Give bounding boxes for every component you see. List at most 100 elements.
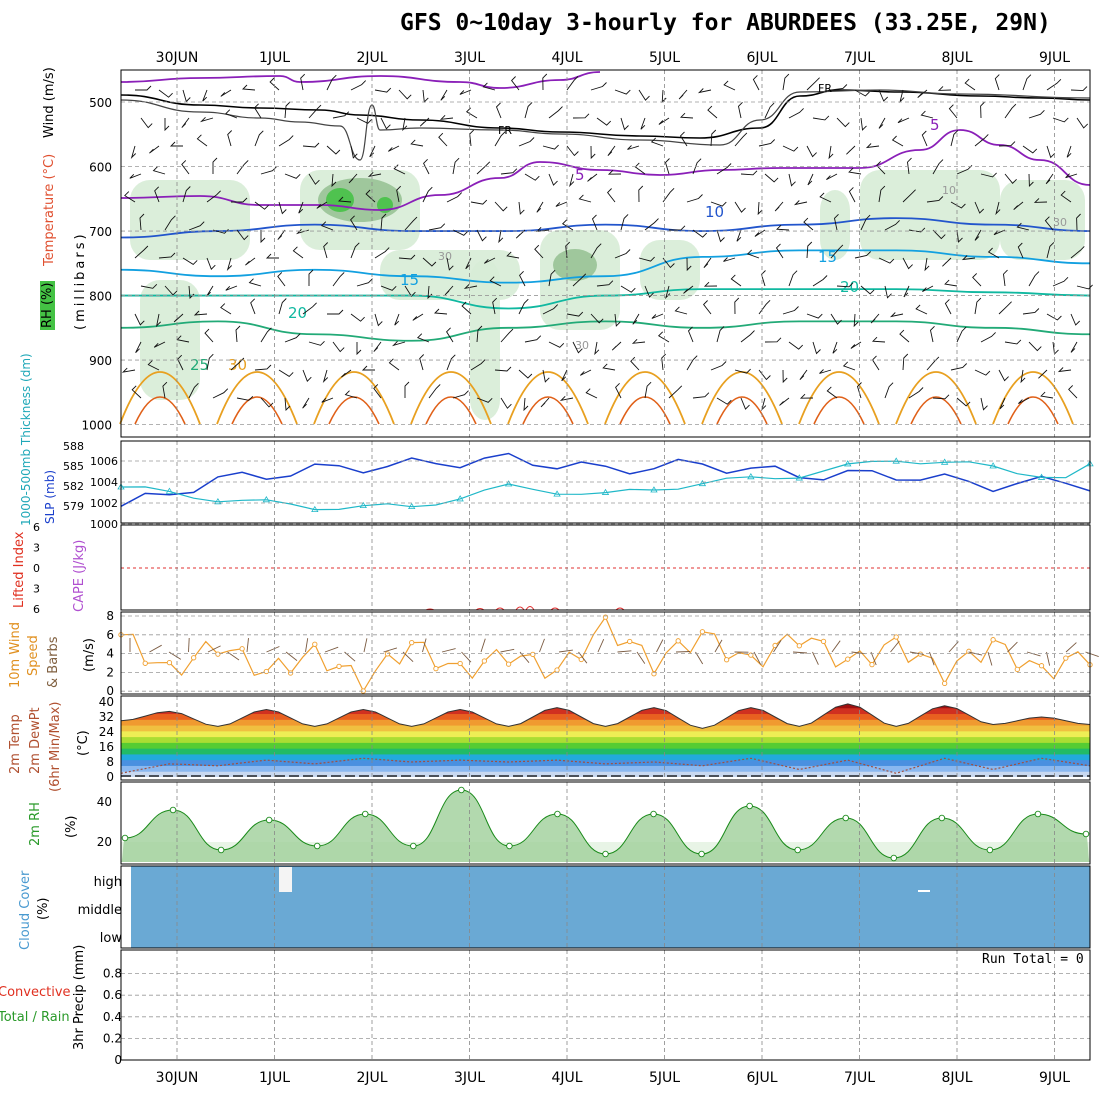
wind-barb xyxy=(803,217,814,231)
wind10-axis-title-c: & Barbs xyxy=(46,636,61,688)
pressure-tick-label: 1000 xyxy=(81,419,112,433)
wind-barb xyxy=(679,131,688,147)
wind10-barb xyxy=(305,638,309,653)
wind-barb xyxy=(590,313,604,324)
wind-barb xyxy=(1017,242,1024,259)
wind-barb xyxy=(819,192,832,203)
rh-shade-4 xyxy=(640,240,700,300)
wind-barb xyxy=(332,111,350,119)
wind-barb xyxy=(149,145,160,154)
wind-barb xyxy=(1028,109,1045,119)
wind-barb xyxy=(871,336,886,343)
precip-tick-label: 0 xyxy=(114,1053,122,1067)
wind-barb xyxy=(1068,385,1078,399)
wind-barb xyxy=(260,397,274,408)
wind-barb xyxy=(129,173,142,179)
wind-barb xyxy=(915,304,928,315)
wind-barb xyxy=(254,364,272,371)
contour-label-4: 10 xyxy=(705,203,724,221)
wind-barb xyxy=(341,369,352,378)
wind-barb xyxy=(661,353,667,371)
wind-barb xyxy=(402,117,408,132)
rh2m-marker xyxy=(265,816,273,824)
wind-barb xyxy=(308,269,314,286)
precip-panel xyxy=(121,950,1090,1060)
wind-barb xyxy=(446,327,454,343)
wind10-marker xyxy=(142,660,148,666)
wind10-barb xyxy=(597,639,605,653)
wind-barb xyxy=(206,285,214,297)
rh-shade-0 xyxy=(130,180,250,260)
date-label-bottom: 2JUL xyxy=(356,1070,387,1086)
wind-contour-5 xyxy=(120,129,1091,211)
wind-barb xyxy=(620,214,629,231)
wind10-tick-label: 0 xyxy=(106,684,114,698)
wind-barb xyxy=(492,297,498,315)
wind-barb xyxy=(806,77,820,91)
wind-barb xyxy=(980,101,985,119)
wind-barb xyxy=(188,382,199,399)
wind-barb xyxy=(782,369,788,384)
wind-barb xyxy=(950,363,968,371)
wind-barb xyxy=(1020,369,1026,384)
wind-barb xyxy=(367,171,382,178)
rh2m-marker xyxy=(698,850,705,858)
wind-barb xyxy=(974,134,989,147)
cape-panel xyxy=(121,525,1090,610)
wind10-marker xyxy=(723,657,730,663)
pressure-tick-label: 500 xyxy=(89,96,112,110)
lifted-index-mark xyxy=(495,607,505,611)
wind-barb xyxy=(788,173,796,187)
wind-barb xyxy=(788,108,804,119)
wind-barb xyxy=(944,299,952,315)
lifted-index-axis-title: Lifted Index xyxy=(12,531,27,608)
wind10-marker xyxy=(699,629,706,635)
wind-barb xyxy=(1003,269,1008,287)
wind-barb xyxy=(548,341,565,348)
wind-barb xyxy=(278,369,294,377)
lifted-index-tick-label: 0 xyxy=(33,562,40,575)
wind-barb xyxy=(730,274,742,287)
wind-barb xyxy=(734,201,746,213)
wind-barb xyxy=(738,101,743,119)
rh2m-tick-label: 40 xyxy=(97,795,112,809)
wind-barb xyxy=(854,251,872,259)
wind10-barb xyxy=(636,651,646,664)
wind-barb xyxy=(908,227,926,233)
wind-barb xyxy=(998,301,1012,315)
rh2m-marker xyxy=(602,850,609,858)
wind-barb xyxy=(470,199,488,205)
wind-barb xyxy=(932,159,944,175)
temp2m-tick-label: 16 xyxy=(99,740,114,754)
wind-barb xyxy=(665,285,671,300)
wind-barb xyxy=(515,229,526,239)
temp2m-line xyxy=(120,703,1091,729)
thickness-marker xyxy=(940,458,949,465)
wind-barb xyxy=(518,137,535,147)
wind-barb xyxy=(611,341,622,351)
cloud-cover-fill xyxy=(131,866,1090,948)
wind-barb xyxy=(173,313,184,323)
wind-barb xyxy=(323,242,329,259)
wind-barb xyxy=(830,313,842,325)
wind-barb xyxy=(572,273,587,287)
wind-barb xyxy=(476,397,493,403)
wind-barb xyxy=(356,278,373,287)
wind-barb xyxy=(836,282,854,288)
precip-axis-title-b: Convective xyxy=(0,985,71,1000)
wind10-barb xyxy=(870,651,877,666)
wind-barb xyxy=(572,113,590,119)
wind-barb xyxy=(846,145,856,155)
warm-arc-8 xyxy=(895,371,977,425)
contour-label-0: FR xyxy=(498,124,512,137)
pressure-tick-label: 700 xyxy=(89,225,112,239)
wind10-marker xyxy=(578,656,584,663)
wind-barb xyxy=(292,246,304,259)
wind-barb xyxy=(596,117,612,126)
wind-barb xyxy=(202,89,208,102)
slp-tick-label: 1006 xyxy=(90,455,118,468)
wind-barb xyxy=(594,341,600,356)
wind-barb xyxy=(897,117,910,124)
thickness-marker xyxy=(844,460,852,467)
rh2m-area xyxy=(121,790,1090,862)
